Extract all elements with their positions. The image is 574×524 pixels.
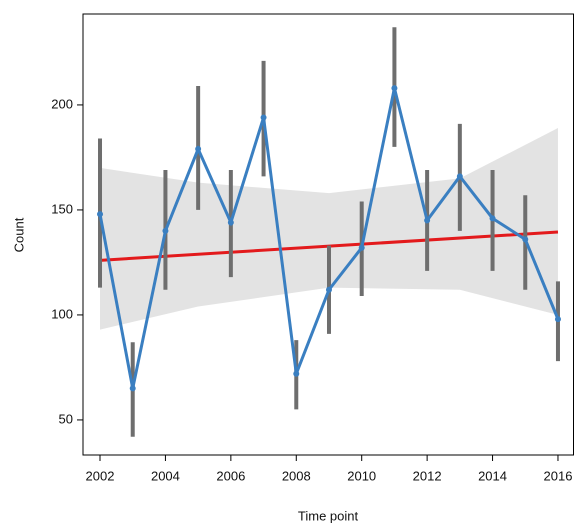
data-point: [129, 385, 136, 392]
data-point: [325, 286, 332, 293]
data-point: [293, 370, 300, 377]
data-point: [456, 173, 463, 180]
data-point: [391, 85, 398, 92]
data-point: [227, 219, 234, 226]
y-tick-label: 150: [51, 201, 73, 216]
confidence-band: [100, 128, 558, 330]
x-tick-label: 2006: [216, 468, 245, 483]
data-point: [195, 146, 202, 153]
data-point: [97, 211, 104, 218]
y-tick-label: 100: [51, 306, 73, 321]
y-tick-label: 200: [51, 96, 73, 111]
data-point: [489, 215, 496, 222]
x-tick-label: 2010: [347, 468, 376, 483]
x-axis-label: Time point: [298, 508, 359, 523]
data-point: [522, 236, 529, 243]
data-point: [260, 114, 267, 121]
data-point: [424, 217, 431, 224]
y-axis-label: Count: [11, 217, 26, 252]
x-tick-label: 2014: [478, 468, 507, 483]
data-point: [358, 244, 365, 251]
y-tick-label: 50: [59, 411, 73, 426]
x-tick-label: 2016: [544, 468, 573, 483]
x-tick-label: 2012: [413, 468, 442, 483]
data-point: [554, 316, 561, 323]
data-point: [162, 227, 169, 234]
x-tick-label: 2008: [282, 468, 311, 483]
x-tick-label: 2002: [86, 468, 115, 483]
x-tick-label: 2004: [151, 468, 180, 483]
